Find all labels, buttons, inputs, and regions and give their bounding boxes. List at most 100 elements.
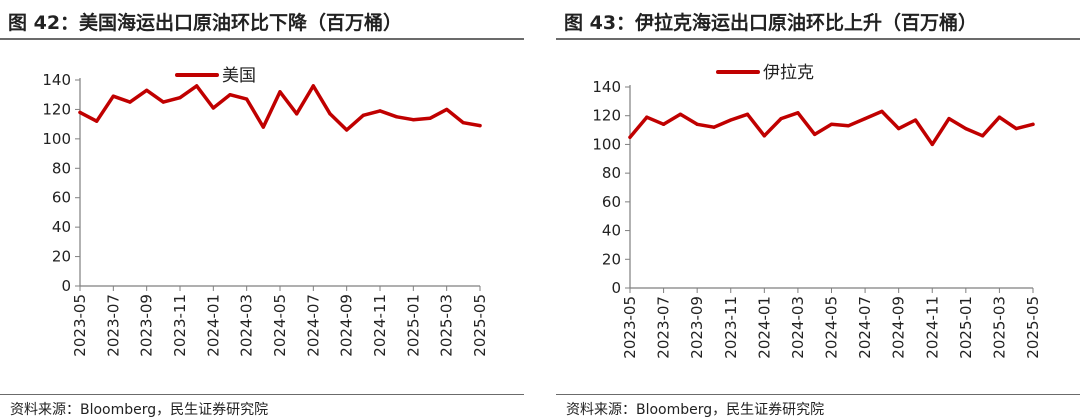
x-tick-label: 2023-09 <box>688 296 706 359</box>
data-point <box>245 97 249 101</box>
x-tick-label: 2024-09 <box>338 294 356 357</box>
data-point <box>278 90 282 94</box>
data-point <box>829 122 834 126</box>
data-point <box>178 96 182 100</box>
data-point <box>913 118 918 122</box>
data-point <box>395 115 399 119</box>
source-note: 资料来源：Bloomberg，民生证券研究院 <box>566 402 825 418</box>
data-point <box>328 112 332 116</box>
x-tick-label: 2023-07 <box>655 296 673 359</box>
source-divider <box>556 394 1080 395</box>
data-point <box>1014 127 1018 131</box>
data-point <box>445 107 449 112</box>
data-point <box>880 109 884 114</box>
x-tick-label: 2024-07 <box>304 294 322 357</box>
data-point <box>947 116 951 121</box>
legend-label: 美国 <box>222 66 256 86</box>
data-point <box>897 127 901 131</box>
data-point <box>211 106 215 110</box>
data-point <box>411 118 415 122</box>
data-point <box>378 109 382 113</box>
data-point <box>461 121 465 125</box>
data-point <box>111 94 115 98</box>
chart-panel-us: 图 42：美国海运出口原油环比下降（百万桶） 0 20 40 60 80 100 120 14… <box>0 0 524 420</box>
x-tick-label: 2024-11 <box>923 296 941 359</box>
data-point <box>361 113 365 117</box>
data-point <box>295 112 299 116</box>
data-point <box>712 125 716 129</box>
data-point <box>997 115 1002 119</box>
y-tick-label: 60 <box>52 189 71 207</box>
x-tick-label: 2024-11 <box>371 294 389 357</box>
y-tick-label: 140 <box>42 71 71 89</box>
y-tick-label: 60 <box>602 193 621 211</box>
data-point <box>796 111 800 115</box>
data-point <box>745 112 750 116</box>
x-tick-label: 2023-11 <box>722 296 740 359</box>
x-tick-label: 2025-03 <box>990 296 1008 359</box>
series-line <box>628 109 1035 147</box>
data-point <box>145 88 149 92</box>
data-point <box>228 93 232 97</box>
line-chart-us: 0 20 40 60 80 100 120 140 2023-05 2023-07 2023-09 2… <box>42 66 489 357</box>
x-tick-label: 2024-01 <box>204 294 222 357</box>
data-point <box>779 116 783 121</box>
data-point <box>128 100 132 104</box>
y-tick-label: 120 <box>42 100 71 118</box>
data-point <box>195 84 199 88</box>
data-point <box>981 134 985 138</box>
data-point <box>930 142 934 147</box>
title-divider <box>0 38 524 40</box>
source-divider <box>0 394 524 395</box>
y-tick-label: 80 <box>602 164 621 182</box>
line-chart-iraq: 0 20 40 60 80 100 120 140 2023-05 2023-07 2023-09 2… <box>592 63 1042 359</box>
data-point <box>428 116 432 120</box>
data-point <box>964 127 968 131</box>
chart-panel-iraq: 图 43：伊拉克海运出口原油环比上升（百万桶） 0 20 40 60 80 100 120 1… <box>556 0 1080 420</box>
x-tick-label: 2023-05 <box>71 294 89 357</box>
x-tick-label: 2024-01 <box>755 296 773 359</box>
x-tick-label: 2024-05 <box>823 296 841 359</box>
x-tick-label: 2024-03 <box>238 294 256 357</box>
chart-title: 图 42：美国海运出口原油环比下降（百万桶） <box>8 12 403 34</box>
x-tick-label: 2024-07 <box>856 296 874 359</box>
y-tick-label: 20 <box>602 250 621 268</box>
y-tick-label: 20 <box>52 248 71 266</box>
y-tick-label: 100 <box>592 135 621 153</box>
data-point <box>95 119 99 123</box>
data-point <box>695 122 699 126</box>
x-tick-label: 2023-05 <box>621 296 639 359</box>
data-point <box>478 124 482 128</box>
data-point <box>78 110 82 114</box>
y-tick-label: 0 <box>611 279 621 297</box>
y-tick-label: 40 <box>602 222 621 240</box>
data-point <box>161 100 165 104</box>
y-tick-label: 80 <box>52 159 71 177</box>
source-note: 资料来源：Bloomberg，民生证券研究院 <box>10 402 269 418</box>
y-tick-label: 40 <box>52 218 71 236</box>
data-point <box>762 134 766 138</box>
data-point <box>311 84 315 88</box>
x-tick-label: 2023-07 <box>104 294 122 357</box>
y-tick-label: 120 <box>592 107 621 125</box>
y-tick-label: 0 <box>61 277 71 295</box>
data-point <box>863 116 867 121</box>
data-point <box>729 118 733 122</box>
y-tick-label: 100 <box>42 130 71 148</box>
data-point <box>1031 122 1035 126</box>
data-point <box>661 122 666 126</box>
x-tick-label: 2025-05 <box>1024 296 1042 359</box>
x-tick-label: 2025-01 <box>404 294 422 357</box>
data-point <box>628 135 632 139</box>
chart-title: 图 43：伊拉克海运出口原油环比上升（百万桶） <box>564 12 978 34</box>
x-tick-label: 2023-09 <box>138 294 156 357</box>
data-point <box>678 112 682 116</box>
legend-label: 伊拉克 <box>763 63 814 83</box>
x-tick-label: 2024-03 <box>789 296 807 359</box>
y-tick-label: 140 <box>592 78 621 96</box>
x-tick-label: 2024-09 <box>890 296 908 359</box>
x-tick-label: 2024-05 <box>271 294 289 357</box>
x-tick-label: 2025-05 <box>471 294 489 357</box>
data-point <box>261 125 265 129</box>
data-point <box>813 132 817 136</box>
